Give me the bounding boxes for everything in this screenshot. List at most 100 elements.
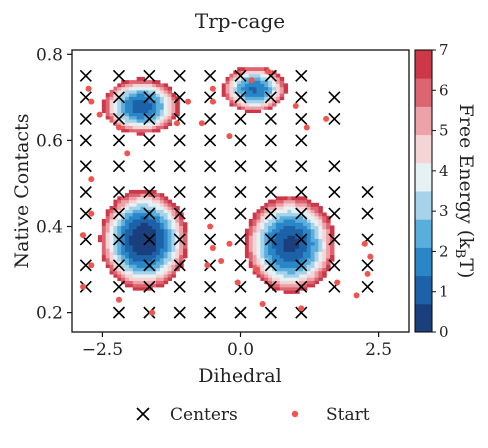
heatmap-cell — [287, 215, 292, 220]
heatmap-cell — [101, 244, 107, 249]
heatmap-cell — [268, 257, 273, 262]
heatmap-cell — [132, 99, 138, 104]
heatmap-cell — [159, 248, 165, 252]
heatmap-cell — [105, 228, 111, 233]
heatmap-cell — [322, 225, 327, 230]
heatmap-cell — [314, 264, 319, 269]
heatmap-cell — [117, 202, 122, 207]
heatmap-cell — [299, 280, 304, 285]
heatmap-cell — [279, 89, 285, 94]
y-tick-label: 0.6 — [36, 131, 63, 151]
heatmap-cell — [326, 228, 331, 233]
heatmap-cell — [144, 244, 149, 249]
heatmap-cell — [117, 196, 122, 201]
start-marker — [298, 305, 305, 312]
heatmap-cell — [295, 254, 300, 259]
heatmap-cell — [221, 86, 227, 91]
heatmap-cell — [109, 102, 115, 107]
heatmap-cell — [152, 264, 157, 269]
y-tick-label: 0.2 — [36, 304, 63, 324]
heatmap-cell — [252, 67, 258, 72]
heatmap-cell — [159, 244, 165, 249]
heatmap-cell — [241, 102, 246, 107]
legend-start-marker — [291, 410, 299, 418]
heatmap-cell — [159, 196, 165, 201]
y-axis-label: Native Contacts — [11, 114, 33, 269]
heatmap-cell — [291, 202, 296, 207]
heatmap-cell — [125, 212, 130, 217]
heatmap-cell — [144, 215, 149, 220]
heatmap-cell — [117, 199, 122, 204]
heatmap-cell — [279, 199, 285, 204]
heatmap-cell — [302, 209, 308, 214]
heatmap-cell — [179, 228, 184, 233]
heatmap-cell — [264, 273, 269, 278]
heatmap-cell — [326, 235, 331, 239]
heatmap-cell — [229, 76, 234, 81]
heatmap-cell — [248, 225, 254, 230]
heatmap-cell — [322, 238, 327, 243]
heatmap-cell — [117, 206, 122, 210]
heatmap-cell — [140, 125, 145, 130]
heatmap-cell — [233, 76, 238, 81]
heatmap-cell — [117, 112, 122, 117]
heatmap-cell — [291, 277, 296, 281]
heatmap-cell — [248, 248, 254, 252]
heatmap-cell — [136, 196, 142, 201]
heatmap-cell — [128, 257, 134, 262]
heatmap-cell — [144, 102, 149, 107]
heatmap-cell — [268, 93, 273, 97]
heatmap-cell — [159, 118, 165, 123]
heatmap-cell — [318, 270, 323, 275]
center-marker — [112, 306, 126, 319]
heatmap-cell — [159, 228, 165, 233]
heatmap-cell — [314, 244, 319, 249]
heatmap-cell — [144, 80, 149, 84]
heatmap-cell — [299, 254, 304, 259]
heatmap-cell — [132, 241, 138, 246]
heatmap-cell — [117, 218, 122, 223]
heatmap-cell — [291, 254, 296, 259]
heatmap-cell — [330, 228, 335, 233]
heatmap-cell — [244, 109, 250, 114]
heatmap-cell — [121, 118, 126, 123]
heatmap-cell — [279, 93, 285, 97]
start-marker — [353, 292, 360, 299]
heatmap-cell — [113, 270, 118, 275]
heatmap-cell — [105, 215, 111, 220]
colorbar-label-main: Free Energy (k — [455, 104, 477, 250]
heatmap-cell — [113, 109, 118, 114]
heatmap-cell — [275, 264, 281, 269]
heatmap-cell — [140, 76, 145, 81]
heatmap-cell — [291, 209, 296, 214]
heatmap-cell — [175, 238, 180, 243]
heatmap-cell — [271, 212, 277, 217]
heatmap-cell — [310, 241, 316, 246]
x-tick-label: 0.0 — [227, 340, 254, 360]
start-marker — [303, 124, 310, 131]
heatmap-cell — [125, 102, 130, 107]
heatmap-cell — [310, 260, 316, 265]
heatmap-cell — [264, 80, 269, 84]
heatmap-cell — [179, 241, 184, 246]
heatmap-cell — [299, 225, 304, 230]
heatmap-cell — [306, 257, 312, 262]
heatmap-cell — [183, 235, 188, 239]
heatmap-cell — [148, 235, 153, 239]
heatmap-cell — [287, 283, 292, 288]
heatmap-cell — [275, 270, 281, 275]
heatmap-cell — [159, 273, 165, 278]
heatmap-cell — [132, 273, 138, 278]
heatmap-cell — [306, 264, 312, 269]
heatmap-cell — [128, 196, 134, 201]
heatmap-cell — [163, 215, 169, 220]
heatmap-cell — [287, 264, 292, 269]
colorbar-tick-label: 0 — [439, 323, 449, 341]
heatmap-cell — [271, 222, 277, 227]
heatmap-cell — [140, 212, 145, 217]
center-marker — [173, 134, 186, 147]
center-marker — [264, 160, 277, 173]
heatmap-cell — [291, 196, 296, 201]
heatmap-cell — [295, 209, 300, 214]
heatmap-cell — [167, 112, 173, 117]
